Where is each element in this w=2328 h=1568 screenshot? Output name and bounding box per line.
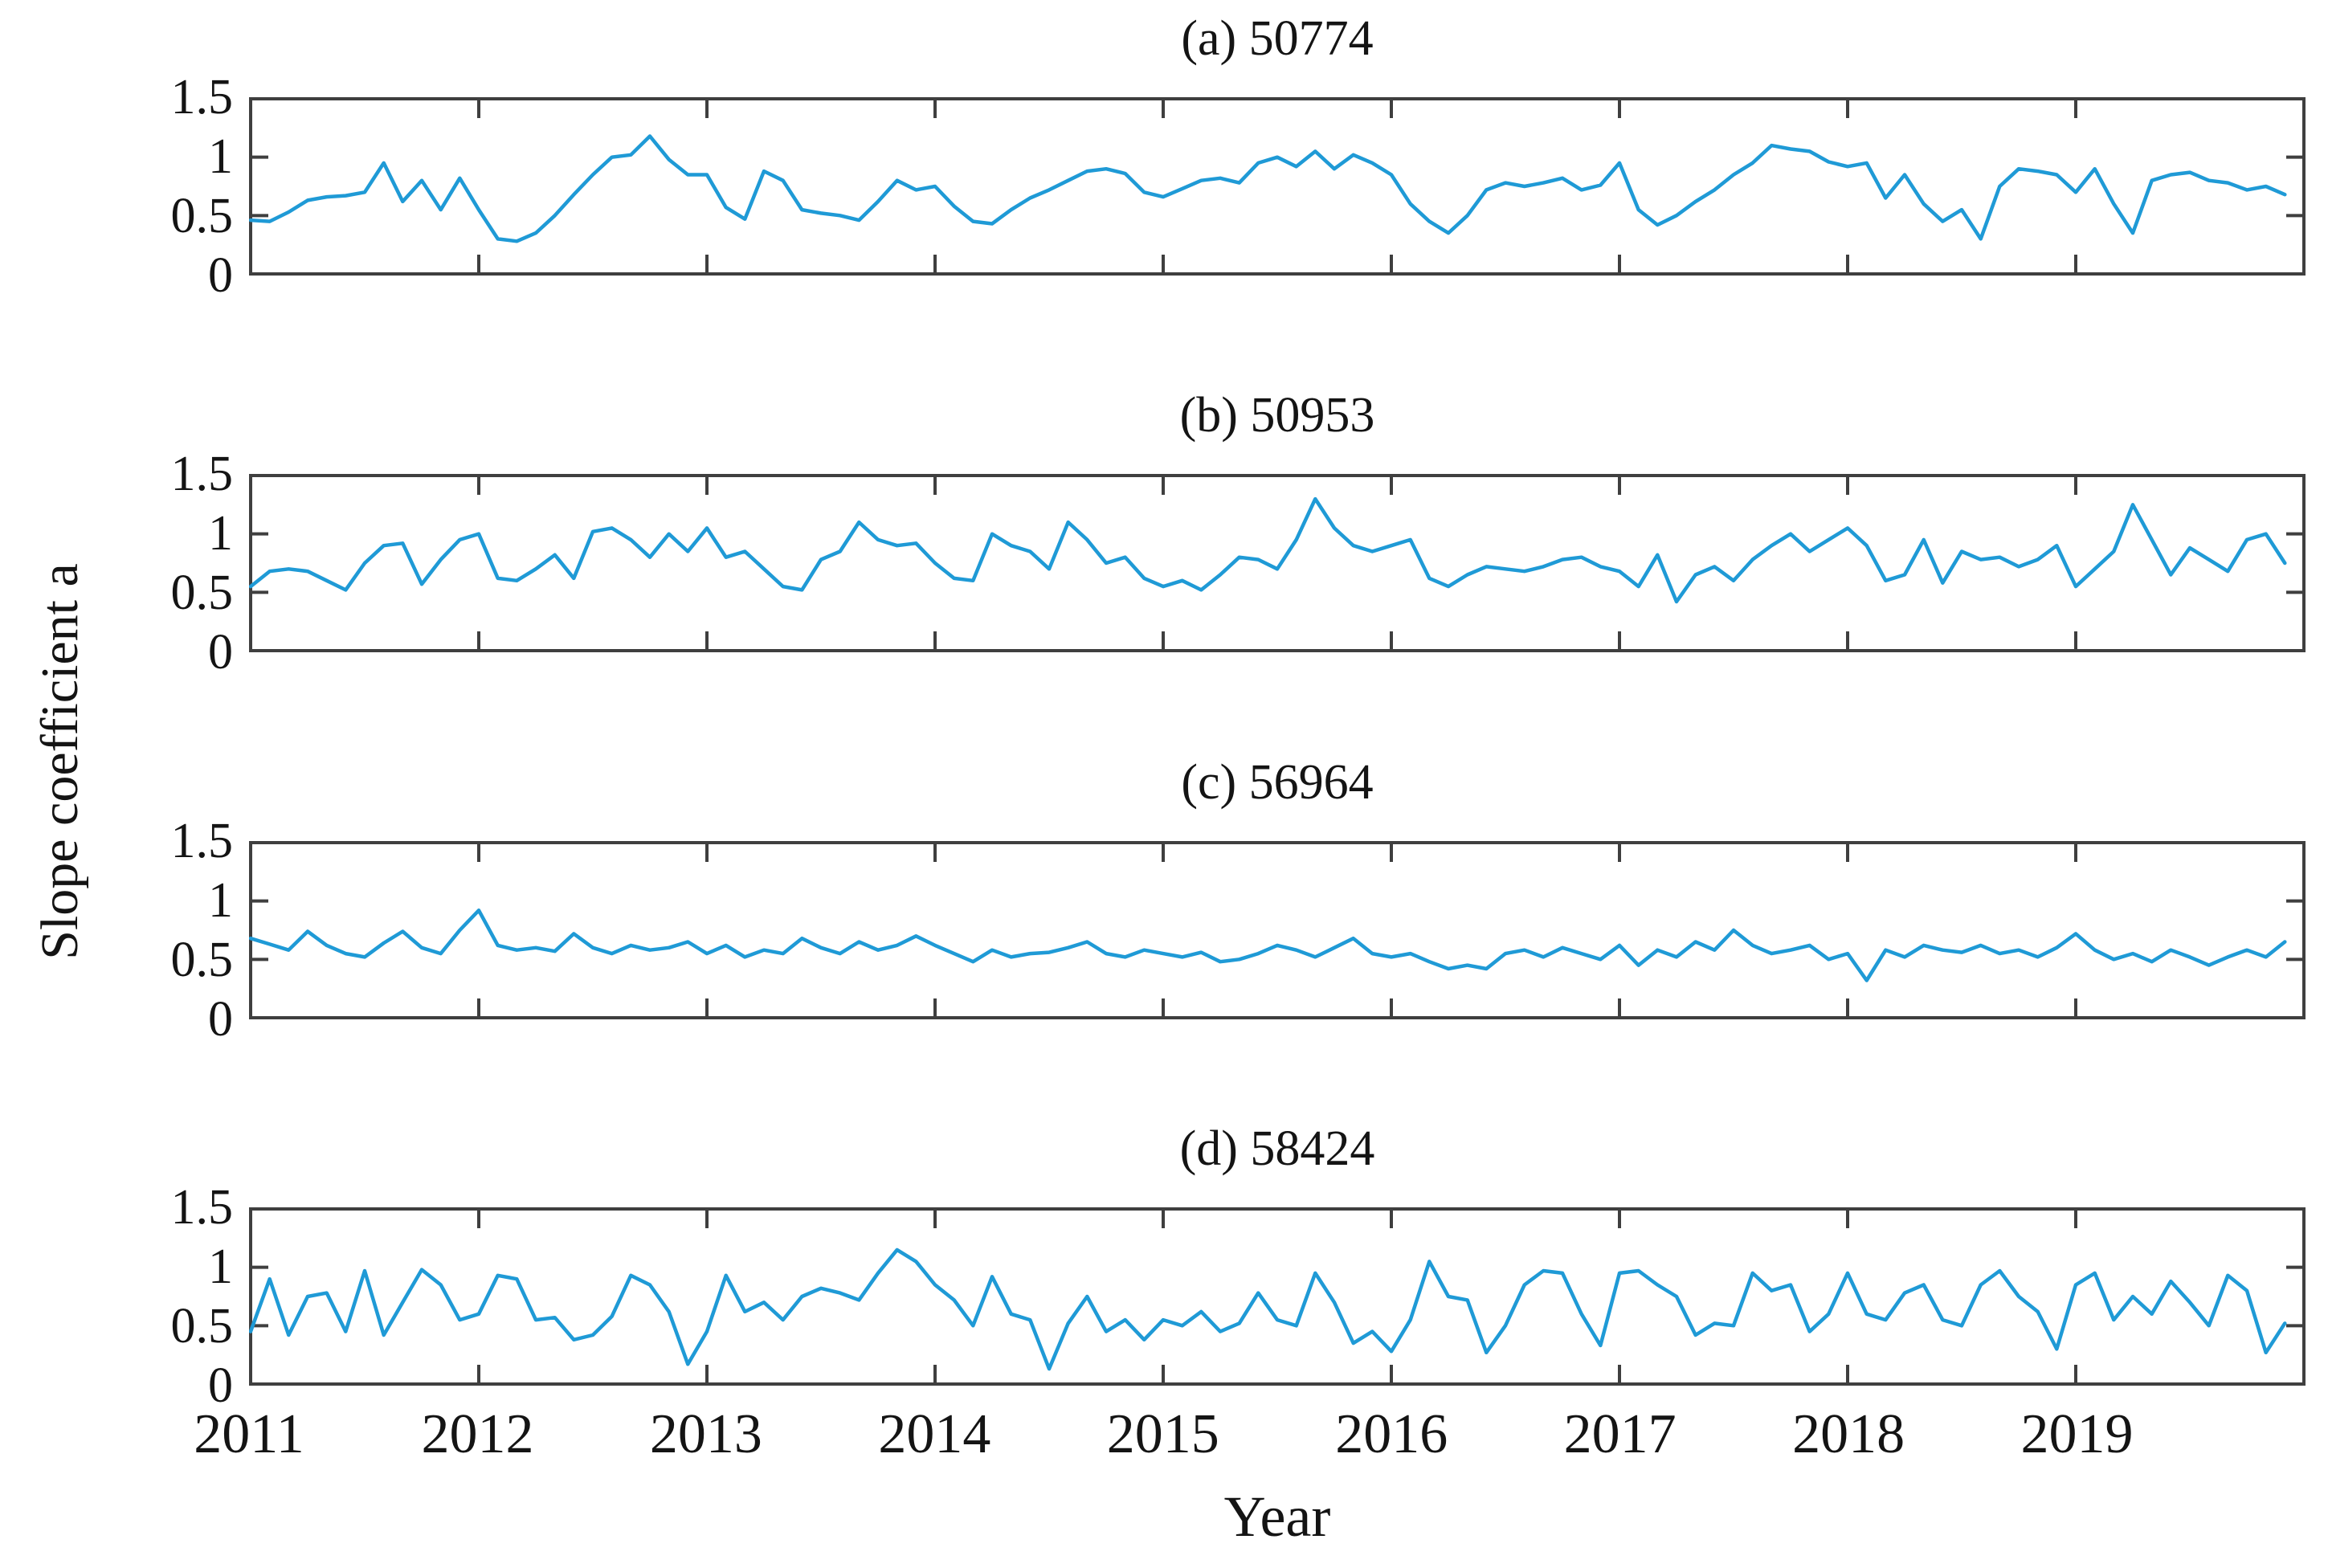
y-tick-label-1.5: 1.5	[170, 70, 234, 125]
y-tick-label-1.5: 1.5	[170, 447, 234, 501]
axes-box	[249, 841, 2306, 1019]
y-tick-label-1: 1	[208, 506, 233, 561]
x-tick-label-2017: 2017	[1563, 1403, 1677, 1465]
y-tick-label-0: 0	[208, 625, 233, 680]
plot-area-a	[249, 97, 2306, 276]
y-tick-label-0.5: 0.5	[170, 566, 234, 620]
y-tick-label-1.5: 1.5	[170, 1180, 234, 1235]
x-tick-label-2011: 2011	[194, 1403, 304, 1465]
plot-area-d	[249, 1207, 2306, 1386]
y-tick-label-1.5: 1.5	[170, 814, 234, 868]
y-tick-label-0.5: 0.5	[170, 933, 234, 987]
x-tick-label-2019: 2019	[2020, 1403, 2134, 1465]
y-tick-label-0: 0	[208, 1358, 233, 1413]
plot-area-c	[249, 841, 2306, 1019]
y-tick-label-0: 0	[208, 248, 233, 303]
series-line-58424	[249, 1247, 2287, 1371]
series-line-56964	[249, 909, 2287, 982]
plot-area-b	[249, 474, 2306, 652]
y-tick-label-0: 0	[208, 992, 233, 1047]
x-tick-label-2018: 2018	[1792, 1403, 1905, 1465]
x-axis-label: Year	[1223, 1484, 1331, 1549]
x-tick-label-2016: 2016	[1335, 1403, 1448, 1465]
panel-title-a: (a) 50774	[1181, 11, 1374, 66]
x-tick-label-2014: 2014	[878, 1403, 991, 1465]
x-tick-label-2015: 2015	[1106, 1403, 1219, 1465]
series-line-50774	[249, 134, 2287, 243]
panel-title-d: (d) 58424	[1179, 1121, 1375, 1176]
series-line-50953	[249, 496, 2287, 604]
x-tick-label-2012: 2012	[421, 1403, 534, 1465]
axes-box	[249, 474, 2306, 652]
y-tick-label-1: 1	[208, 129, 233, 184]
panel-title-b: (b) 50953	[1179, 388, 1375, 443]
y-tick-label-0.5: 0.5	[170, 1299, 234, 1354]
axes-box	[249, 97, 2306, 276]
y-tick-label-1: 1	[208, 1239, 233, 1294]
x-tick-label-2013: 2013	[649, 1403, 762, 1465]
y-tick-label-0.5: 0.5	[170, 189, 234, 243]
panel-title-c: (c) 56964	[1181, 755, 1374, 810]
axes-box	[249, 1207, 2306, 1386]
y-tick-label-1: 1	[208, 873, 233, 928]
